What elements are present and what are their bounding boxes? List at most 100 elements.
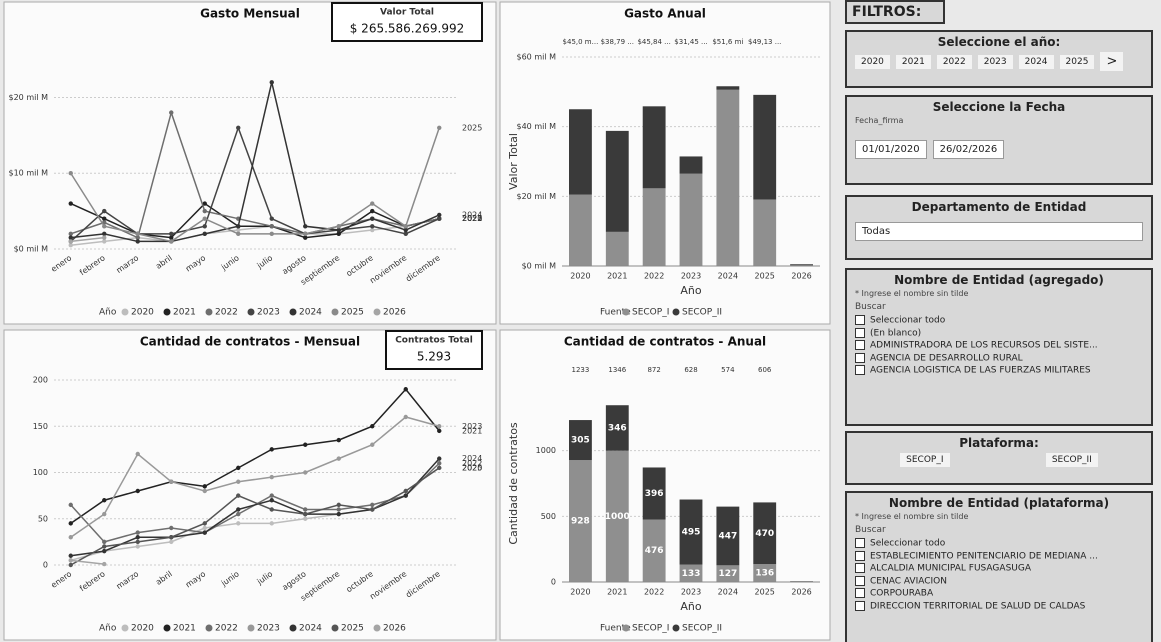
year-option[interactable]: 2024 — [1018, 54, 1054, 69]
point — [303, 516, 308, 521]
point — [370, 507, 375, 512]
x-tick-label: 2022 — [644, 272, 664, 281]
entity-item[interactable]: ADMINISTRADORA DE LOS RECURSOS DEL SISTE… — [847, 339, 1151, 352]
y-tick-label: $10 mil M — [9, 169, 49, 178]
point — [236, 125, 241, 130]
point — [303, 511, 308, 517]
total-label: $51,6 mi — [712, 38, 743, 46]
point — [437, 125, 442, 130]
point — [269, 498, 274, 503]
series-end-label: 2023 — [462, 422, 482, 431]
entity-item[interactable]: ESTABLECIMIENTO PENITENCIARIO DE MEDIANA… — [847, 550, 1151, 563]
series-end-label: 2020 — [462, 214, 482, 223]
point — [68, 243, 73, 248]
entity-item[interactable]: ALCALDIA MUNICIPAL FUSAGASUGA — [847, 562, 1151, 575]
point — [236, 511, 241, 517]
point — [236, 465, 241, 471]
platform-option[interactable]: SECOP_II — [1045, 453, 1098, 467]
year-option[interactable]: 2022 — [936, 54, 972, 69]
y-tick-label: $20 mil M — [517, 192, 557, 201]
point — [102, 511, 107, 517]
chart-panel — [3, 329, 497, 641]
year-option[interactable]: 2025 — [1059, 54, 1095, 69]
point — [403, 493, 408, 498]
entity-item[interactable]: (En blanco) — [847, 327, 1151, 340]
point — [303, 470, 308, 475]
year-option[interactable]: 2020 — [855, 54, 890, 69]
point — [236, 479, 241, 484]
point — [403, 488, 408, 494]
entity-aggregated-list: Seleccionar todo (En blanco) ADMINISTRADOR… — [847, 314, 1151, 377]
point — [102, 548, 107, 554]
data-label: 447 — [718, 531, 737, 541]
chart-title: Gasto Mensual — [200, 7, 300, 21]
bar-segment — [753, 564, 777, 582]
series-line — [70, 82, 440, 243]
point — [370, 442, 375, 447]
point — [169, 535, 174, 540]
point — [269, 474, 274, 480]
point — [135, 488, 140, 494]
data-label: 476 — [645, 546, 664, 556]
year-option[interactable]: 2021 — [895, 54, 931, 69]
point — [269, 216, 274, 221]
bar-segment — [642, 188, 666, 266]
legend-swatch — [672, 624, 680, 632]
point — [336, 227, 341, 233]
legend-label: SECOP_II — [682, 308, 722, 318]
charts-area: Gasto Mensual Valor Total $ 265.586.269.99… — [3, 1, 831, 641]
chart-title: Gasto Anual — [624, 7, 706, 21]
y-tick-label: 0 — [43, 561, 48, 570]
entity-platform-list: Seleccionar todo ESTABLECIMIENTO PENITENC… — [847, 537, 1151, 612]
point — [236, 521, 241, 526]
platform-filter: Plataforma: SECOP_I SECOP_II — [845, 431, 1153, 485]
start-date[interactable]: 01/01/2020 — [855, 140, 927, 159]
y-tick-label: $20 mil M — [9, 93, 49, 102]
entity-item[interactable]: Seleccionar todo — [847, 314, 1151, 327]
point — [236, 493, 241, 498]
point — [336, 231, 341, 237]
entity-platform-hint: * Ingrese el nombre sin tilde — [855, 512, 969, 521]
bar-segment — [605, 450, 629, 582]
year-option[interactable]: 2023 — [977, 54, 1013, 69]
point — [336, 224, 341, 229]
legend-swatch — [373, 624, 381, 632]
point — [68, 171, 73, 176]
point — [102, 498, 107, 503]
legend-swatch — [205, 624, 213, 632]
point — [68, 521, 73, 526]
year-options: 2020 2021 2022 2023 2024 2025 > — [847, 49, 1151, 74]
bar-segment — [679, 173, 703, 266]
entity-item[interactable]: CENAC AVIACION — [847, 575, 1151, 588]
legend-swatch — [247, 308, 255, 316]
point — [403, 227, 408, 233]
end-date[interactable]: 26/02/2026 — [932, 140, 1005, 159]
legend-swatch — [331, 624, 339, 632]
legend-label: 2022 — [215, 308, 238, 318]
entity-item[interactable]: AGENCIA LOGISTICA DE LAS FUERZAS MILITAR… — [847, 364, 1151, 377]
legend-label: 2020 — [131, 308, 154, 318]
department-dropdown[interactable]: Todas — [855, 222, 1143, 241]
entity-aggregated-search[interactable]: Buscar — [855, 302, 886, 312]
next-arrow[interactable]: > — [1100, 52, 1124, 71]
point — [269, 80, 274, 85]
point — [269, 231, 274, 237]
date-filter-title: Seleccione la Fecha — [932, 100, 1066, 114]
entity-item[interactable]: Seleccionar todo — [847, 537, 1151, 550]
entity-item[interactable]: CORPOURABA — [847, 587, 1151, 600]
platform-option[interactable]: SECOP_I — [900, 453, 950, 467]
entity-item[interactable]: DIRECCION TERRITORIAL DE SALUD DE CALDAS — [847, 600, 1151, 613]
x-tick-label: 2023 — [681, 272, 701, 281]
total-label: $38,79 ... — [601, 38, 634, 46]
bar-segment — [753, 502, 777, 565]
y-tick-label: 500 — [541, 512, 556, 521]
point — [437, 456, 442, 461]
point — [169, 539, 174, 545]
point — [336, 502, 341, 508]
year-filter: Seleccione el año: 2020 2021 2022 2023 2024 2… — [845, 30, 1153, 88]
entity-platform-search[interactable]: Buscar — [855, 525, 886, 535]
y-tick-label: $60 mil M — [517, 53, 557, 62]
entity-item[interactable]: AGENCIA DE DESARROLLO RURAL — [847, 352, 1151, 365]
x-tick-label: 2020 — [570, 588, 590, 597]
